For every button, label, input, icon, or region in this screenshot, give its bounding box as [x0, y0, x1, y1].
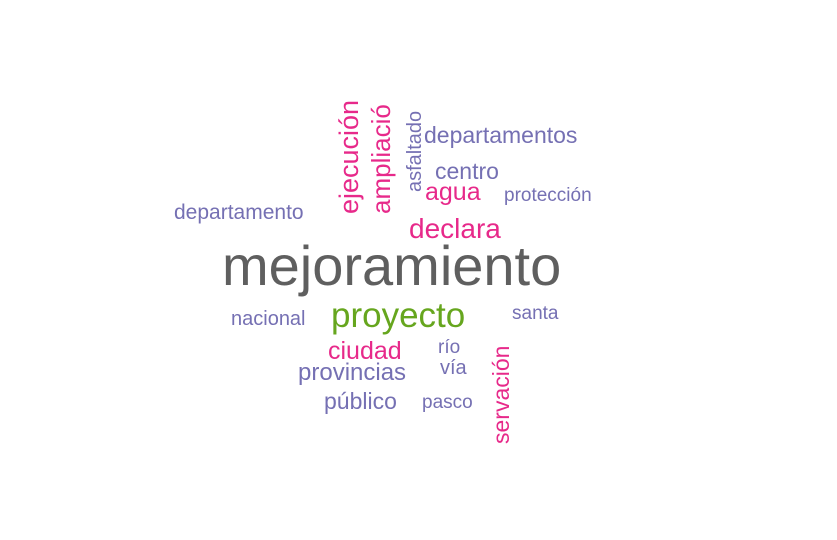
word-santa: santa [512, 303, 559, 324]
word-asfaltado: asfaltado [404, 110, 426, 192]
word-mejoramiento: mejoramiento [222, 234, 562, 297]
word-departamentos: departamentos [424, 122, 578, 148]
word-pasco: pasco [422, 392, 473, 413]
word-agua: agua [425, 178, 481, 206]
word-proyecto: proyecto [331, 296, 466, 335]
word-ciudad: ciudad [328, 337, 402, 365]
word-centro: centro [435, 158, 499, 184]
word-via: vía [440, 357, 467, 379]
word-declara: declara [409, 213, 501, 244]
word-ejecucion: ejecución [334, 99, 364, 214]
word-ampliacio: ampliació [366, 104, 396, 214]
word-departamento: departamento [174, 201, 304, 224]
word-proteccion: protección [504, 185, 592, 206]
word-servacion: servación [488, 345, 514, 444]
word-publico: público [324, 388, 397, 414]
word-rio: río [438, 337, 461, 358]
word-nacional: nacional [231, 308, 306, 330]
word-provincias: provincias [298, 359, 407, 386]
